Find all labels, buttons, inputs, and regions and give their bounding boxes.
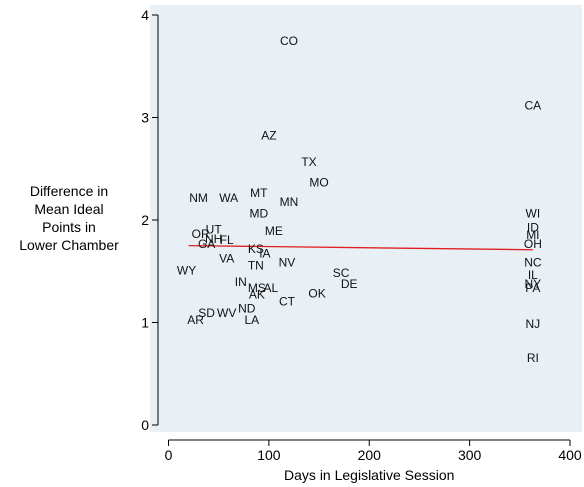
point-label: OK [308,286,325,300]
point-label: LA [244,313,259,327]
point-label: IN [235,275,247,289]
point-label: AZ [261,128,276,142]
point-label: WV [217,306,236,320]
point-label: MT [250,186,268,200]
point-label: SC [333,266,350,280]
point-label: OR [192,227,210,241]
y-axis-label-line: Lower Chamber [19,237,119,253]
fit-line [188,244,533,251]
point-label: KS [248,242,264,256]
x-tick-label: 100 [257,447,281,463]
point-label: NY [525,277,542,291]
point-label: ME [265,224,283,238]
point-label: TN [248,259,264,273]
point-label: PA [525,281,540,295]
point-label: MN [280,195,299,209]
point-label: TX [301,155,316,169]
point-label: IA [259,246,270,260]
point-label: WY [177,264,196,278]
y-tick-label: 0 [141,417,149,433]
point-label: ND [238,302,256,316]
point-label: MI [526,228,539,242]
point-label: MS [248,281,266,295]
point-label: MO [309,176,328,190]
point-label: MD [250,206,269,220]
x-tick-label: 300 [458,447,482,463]
point-label: AR [187,313,204,327]
point-label: CT [279,294,296,308]
point-label: NH [205,232,222,246]
point-label: UT [206,223,223,237]
point-label: WA [219,191,238,205]
y-axis-label-line: Points in [42,219,96,235]
x-tick-label: 200 [358,447,382,463]
point-label: GA [198,237,215,251]
point-label: RI [527,351,539,365]
point-label: SD [198,306,215,320]
point-label: NJ [526,317,541,331]
point-label: OH [524,237,542,251]
point-label: DE [341,277,358,291]
point-label: NM [189,191,208,205]
point-label: FL [220,233,234,247]
point-label: VA [219,251,234,265]
point-label: WI [526,206,541,220]
x-axis-label: Days in Legislative Session [284,467,454,483]
plot-area [150,5,582,432]
point-label: NV [279,256,296,270]
y-tick-label: 3 [141,110,149,126]
y-axis-label-line: Difference in [29,183,109,199]
x-tick-label: 0 [165,447,173,463]
point-label: AL [264,281,279,295]
point-label: CA [525,99,542,113]
y-axis-label-line: Mean Ideal [34,201,104,217]
y-tick-label: 4 [141,7,149,23]
x-tick-label: 400 [558,447,582,463]
point-label: CO [280,34,298,48]
y-axis-label: Difference in Mean Ideal Points in Lower… [0,182,138,254]
point-label: AK [249,287,265,301]
point-label: ID [527,221,539,235]
point-label: NC [524,256,542,270]
point-label: IL [528,268,538,282]
y-tick-label: 1 [141,315,149,331]
y-tick-label: 2 [141,212,149,228]
